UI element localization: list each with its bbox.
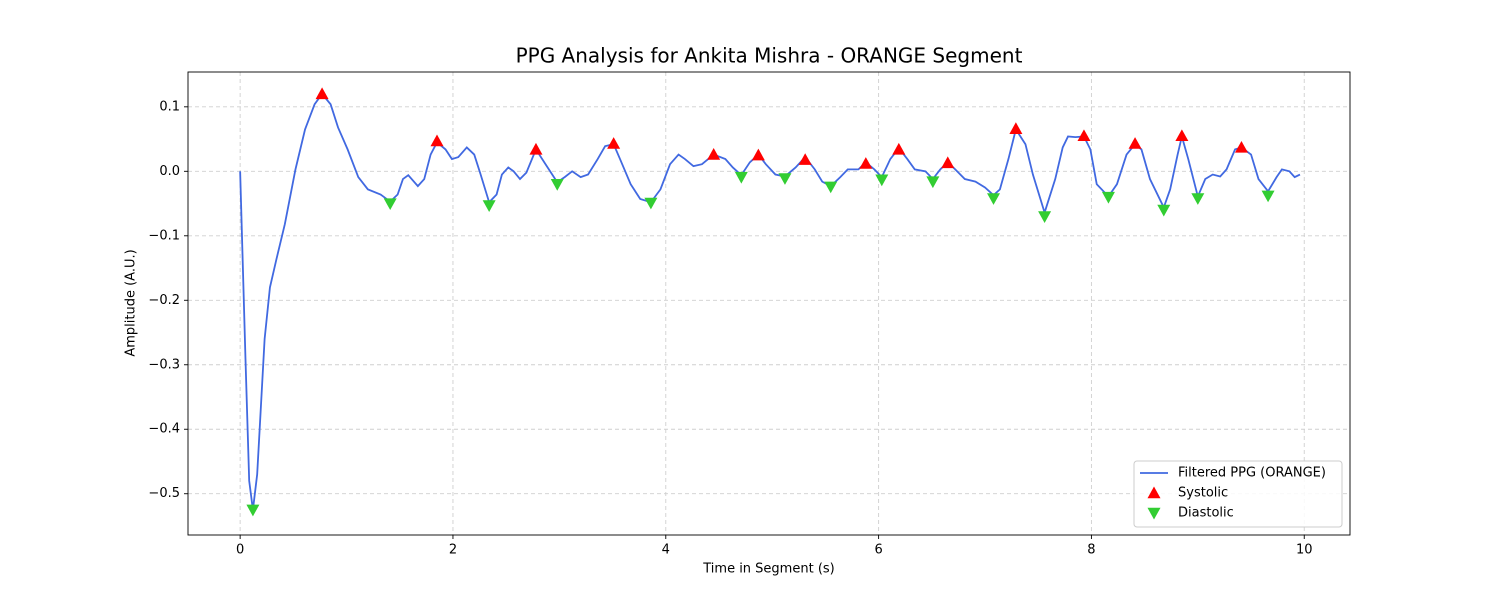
diastolic-marker xyxy=(550,179,564,191)
y-tick-label: 0.0 xyxy=(159,164,180,179)
legend-swatch xyxy=(1147,507,1161,520)
x-tick-label: 8 xyxy=(1087,543,1095,558)
x-tick-label: 6 xyxy=(874,543,882,558)
legend-box xyxy=(1133,460,1343,528)
diastolic-marker xyxy=(1038,211,1052,223)
diastolic-marker xyxy=(1191,193,1205,205)
legend-label: Filtered PPG (ORANGE) xyxy=(1178,466,1326,481)
systolic-marker xyxy=(859,157,873,169)
y-tick-label: −0.5 xyxy=(148,486,180,501)
diastolic-marker xyxy=(383,198,397,211)
systolic-marker xyxy=(529,142,543,155)
legend: Filtered PPG (ORANGE) Systolic Diastolic xyxy=(1133,460,1343,528)
systolic-marker xyxy=(751,148,765,161)
systolic-marker xyxy=(1234,140,1248,153)
diastolic-marker xyxy=(875,174,889,187)
legend-label: Systolic xyxy=(1178,486,1228,501)
diastolic-marker xyxy=(1157,204,1171,217)
diastolic-marker xyxy=(644,197,658,210)
diastolic-marker xyxy=(824,181,838,194)
diastolic-marker xyxy=(482,200,496,212)
x-tick-label: 10 xyxy=(1296,543,1313,558)
systolic-marker xyxy=(798,153,812,165)
systolic-marker xyxy=(1009,122,1023,134)
systolic-marker xyxy=(707,148,721,160)
chart-title: PPG Analysis for Ankita Mishra - ORANGE … xyxy=(516,44,1023,68)
diastolic-marker xyxy=(778,173,792,185)
y-axis-label: Amplitude (A.U.) xyxy=(124,249,139,356)
y-tick-label: −0.1 xyxy=(148,228,180,243)
diastolic-marker xyxy=(926,176,940,189)
y-tick-label: −0.2 xyxy=(148,293,180,308)
diastolic-marker xyxy=(1101,191,1115,204)
systolic-marker xyxy=(892,142,906,155)
x-axis-label: Time in Segment (s) xyxy=(702,562,834,577)
diastolic-marker xyxy=(1261,190,1275,203)
systolic-marker xyxy=(607,137,621,149)
systolic-marker xyxy=(1077,129,1091,142)
plot-frame xyxy=(187,71,1351,536)
systolic-marker xyxy=(941,156,955,169)
y-tick-label: −0.4 xyxy=(148,422,180,437)
systolic-marker xyxy=(1175,129,1189,142)
y-tick-label: −0.3 xyxy=(148,357,180,372)
systolic-marker xyxy=(315,87,329,100)
x-tick-label: 4 xyxy=(662,543,670,558)
diastolic-marker xyxy=(734,171,748,184)
systolic-marker xyxy=(430,134,444,147)
systolic-marker xyxy=(1128,137,1142,149)
y-tick-label: 0.1 xyxy=(159,99,180,114)
diastolic-marker xyxy=(987,193,1001,205)
legend-swatch xyxy=(1147,486,1161,499)
x-tick-label: 2 xyxy=(449,543,457,558)
x-tick-label: 0 xyxy=(236,543,244,558)
legend-label: Diastolic xyxy=(1178,506,1234,521)
diastolic-marker xyxy=(246,504,260,517)
